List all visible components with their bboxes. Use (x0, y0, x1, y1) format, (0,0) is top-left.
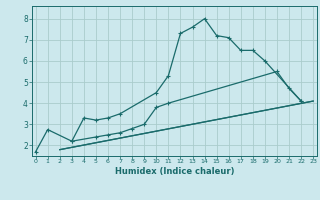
X-axis label: Humidex (Indice chaleur): Humidex (Indice chaleur) (115, 167, 234, 176)
